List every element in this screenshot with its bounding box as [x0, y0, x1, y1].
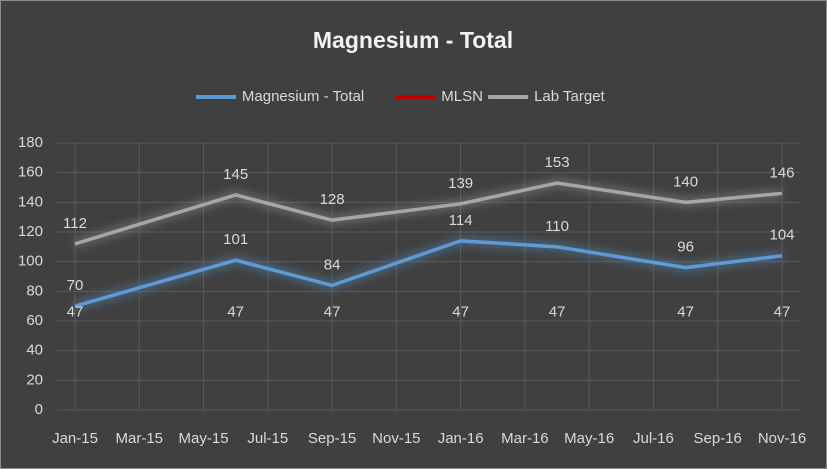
- data-label: 84: [324, 256, 341, 273]
- series-line: [74, 239, 783, 308]
- data-label: 153: [545, 154, 570, 171]
- data-label: 47: [452, 303, 469, 320]
- y-tick-label: 140: [18, 193, 43, 210]
- x-tick-label: Jan-16: [438, 430, 484, 447]
- data-label: 101: [223, 231, 248, 248]
- y-tick-label: 100: [18, 253, 43, 270]
- data-label: 140: [673, 173, 698, 190]
- data-label: 47: [549, 303, 566, 320]
- data-label: 47: [67, 303, 84, 320]
- x-tick-label: May-15: [179, 430, 229, 447]
- x-tick-label: May-16: [564, 430, 614, 447]
- x-tick-label: Jan-15: [52, 430, 98, 447]
- y-tick-label: 180: [18, 134, 43, 151]
- y-tick-label: 40: [26, 342, 43, 359]
- data-label: 47: [774, 303, 791, 320]
- y-tick-label: 60: [26, 312, 43, 329]
- data-label: 112: [63, 215, 87, 232]
- data-label: 114: [449, 212, 473, 229]
- data-label: 96: [677, 239, 694, 256]
- y-tick-label: 160: [18, 164, 43, 181]
- legend-label: Lab Target: [534, 88, 605, 105]
- x-tick-label: Sep-15: [308, 430, 356, 447]
- x-tick-label: Mar-16: [501, 430, 549, 447]
- y-tick-label: 0: [35, 401, 43, 418]
- x-tick-label: Sep-16: [694, 430, 742, 447]
- x-tick-label: Nov-15: [372, 430, 420, 447]
- data-label: 47: [324, 303, 341, 320]
- data-label: 47: [227, 303, 244, 320]
- data-label: 128: [320, 191, 345, 208]
- legend-label: MLSN: [441, 88, 483, 105]
- data-label: 139: [448, 175, 473, 192]
- data-label: 47: [677, 303, 694, 320]
- data-label: 104: [769, 227, 794, 244]
- x-tick-label: Mar-15: [116, 430, 164, 447]
- y-tick-label: 80: [26, 282, 43, 299]
- y-tick-label: 120: [18, 223, 43, 240]
- data-label: 145: [223, 166, 248, 183]
- data-label: 146: [769, 164, 794, 181]
- y-tick-label: 20: [26, 371, 43, 388]
- series-line: [74, 181, 783, 246]
- data-label: 110: [545, 218, 569, 235]
- x-tick-label: Jul-15: [247, 430, 288, 447]
- data-label: 70: [67, 277, 84, 294]
- x-tick-label: Jul-16: [633, 430, 674, 447]
- legend-label: Magnesium - Total: [242, 88, 364, 105]
- chart-title: Magnesium - Total: [313, 27, 513, 53]
- x-tick-label: Nov-16: [758, 430, 806, 447]
